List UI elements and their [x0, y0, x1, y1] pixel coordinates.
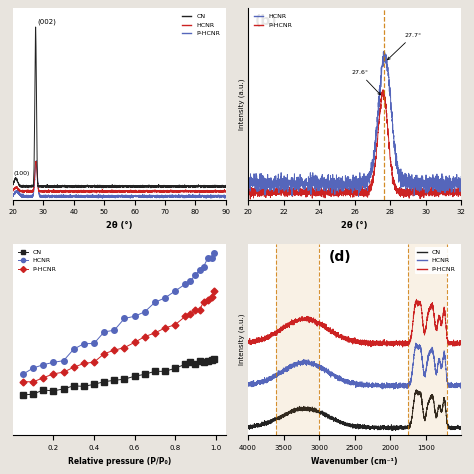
X-axis label: 2θ (°): 2θ (°): [106, 221, 133, 230]
Legend: CN, HCNR, P-HCNR: CN, HCNR, P-HCNR: [180, 11, 223, 39]
Y-axis label: Intensity (a.u.): Intensity (a.u.): [239, 314, 245, 365]
Text: 27.7°: 27.7°: [388, 33, 421, 60]
Legend: HCNR, P-HCNR: HCNR, P-HCNR: [251, 11, 294, 30]
X-axis label: Wavenumber (cm⁻¹): Wavenumber (cm⁻¹): [311, 456, 398, 465]
Text: (b): (b): [255, 14, 277, 28]
Text: (100): (100): [13, 171, 30, 176]
Bar: [276, 244, 319, 436]
Legend: CN, HCNR, P-HCNR: CN, HCNR, P-HCNR: [16, 247, 59, 274]
Legend: CN, HCNR, P-HCNR: CN, HCNR, P-HCNR: [415, 247, 458, 274]
Y-axis label: Intensity (a.u.): Intensity (a.u.): [239, 78, 245, 130]
Bar: [408, 244, 447, 436]
Text: (002): (002): [38, 18, 56, 25]
Text: (d): (d): [329, 250, 352, 264]
X-axis label: Relative pressure (P/P₀): Relative pressure (P/P₀): [68, 456, 171, 465]
Text: 27.6°: 27.6°: [351, 70, 381, 95]
X-axis label: 2θ (°): 2θ (°): [341, 221, 368, 230]
